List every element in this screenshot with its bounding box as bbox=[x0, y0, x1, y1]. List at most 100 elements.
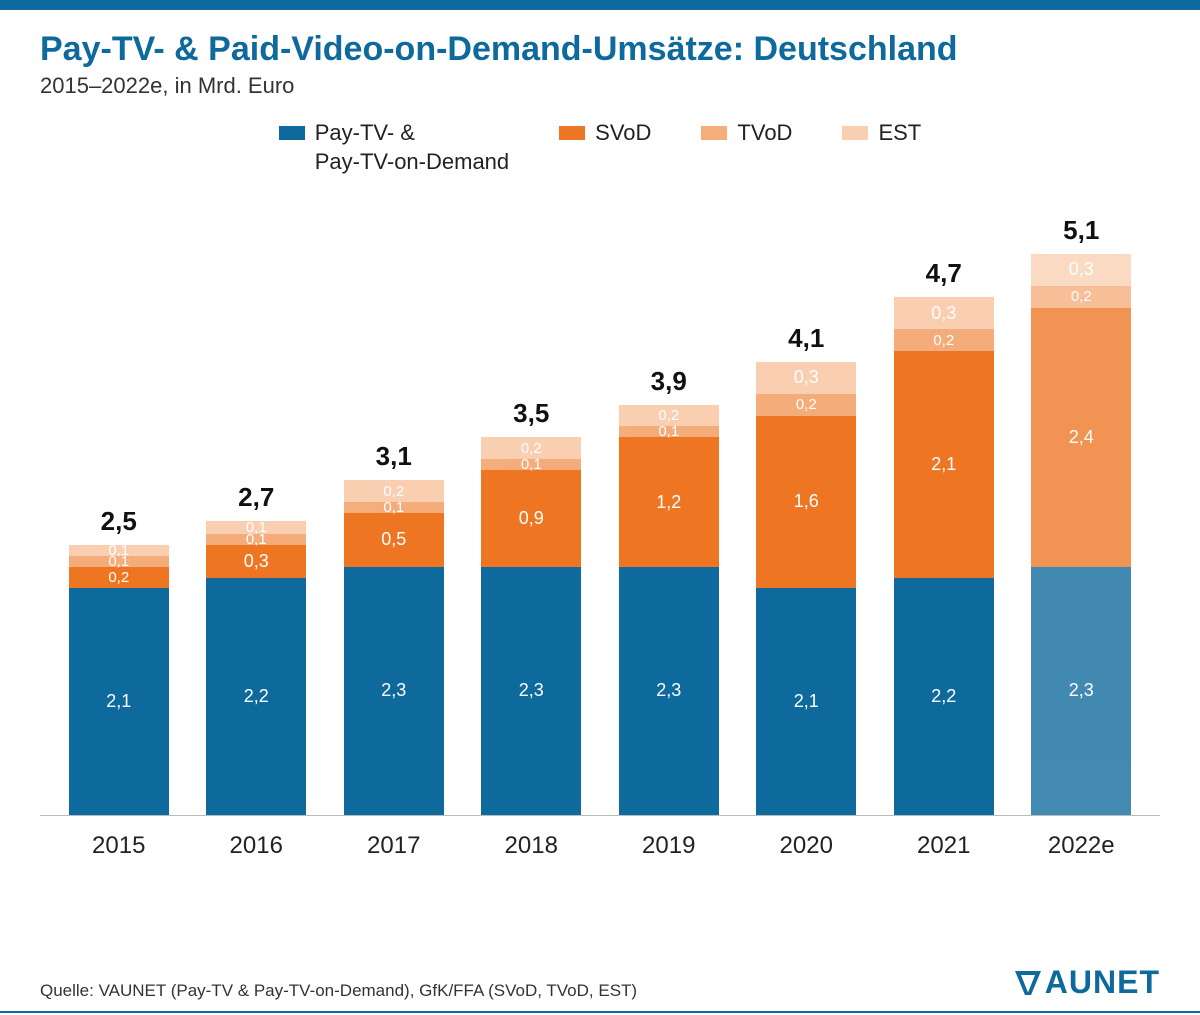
bar-segment-svod: 0,3 bbox=[206, 545, 306, 577]
segment-value-label: 2,3 bbox=[381, 680, 406, 701]
segment-value-label: 0,2 bbox=[933, 333, 954, 348]
segment-value-label: 0,1 bbox=[108, 543, 129, 558]
segment-value-label: 0,3 bbox=[794, 367, 819, 388]
x-axis-tick: 2020 bbox=[751, 832, 861, 860]
chart-container: Pay-TV- & Paid-Video-on-Demand-Umsätze: … bbox=[0, 10, 1200, 870]
bar-group: 4,12,11,60,20,3 bbox=[751, 323, 861, 816]
bar-segment-svod: 0,2 bbox=[69, 567, 169, 589]
bar-segment-est: 0,2 bbox=[619, 405, 719, 427]
segment-value-label: 2,1 bbox=[106, 691, 131, 712]
bar-segment-svod: 2,1 bbox=[894, 351, 994, 578]
logo-v-icon bbox=[1013, 969, 1043, 997]
bar-segment-pay_tv: 2,2 bbox=[894, 578, 994, 816]
bar-group: 2,52,10,20,10,1 bbox=[64, 506, 174, 815]
bar-total-label: 2,5 bbox=[101, 506, 137, 537]
bar-segment-pay_tv: 2,2 bbox=[206, 578, 306, 816]
bar-total-label: 5,1 bbox=[1063, 215, 1099, 246]
x-axis-tick: 2022e bbox=[1026, 832, 1136, 860]
segment-value-label: 0,2 bbox=[658, 408, 679, 423]
x-axis-tick: 2018 bbox=[476, 832, 586, 860]
bar-stack: 2,3 0,9 0,1 0,2 bbox=[481, 437, 581, 815]
bar-group: 4,7 2,2 2,1 0,2 0,3 bbox=[889, 258, 999, 815]
segment-value-label: 2,2 bbox=[931, 686, 956, 707]
brand-logo: AUNET bbox=[1013, 964, 1160, 1001]
segment-value-label: 0,1 bbox=[246, 520, 267, 535]
bar-total-label: 2,7 bbox=[238, 482, 274, 513]
x-axis-tick: 2015 bbox=[64, 832, 174, 860]
bar-stack: 2,2 2,1 0,2 0,3 bbox=[894, 297, 994, 815]
segment-value-label: 0,1 bbox=[383, 500, 404, 515]
segment-value-label: 1,2 bbox=[656, 492, 681, 513]
bar-total-label: 3,5 bbox=[513, 398, 549, 429]
segment-value-label: 2,3 bbox=[1069, 680, 1094, 701]
legend-label: EST bbox=[878, 119, 921, 148]
bar-stack: 2,3 1,2 0,10,2 bbox=[619, 405, 719, 815]
segment-value-label: 0,2 bbox=[1071, 289, 1092, 304]
segment-value-label: 0,3 bbox=[1069, 259, 1094, 280]
logo-text: AUNET bbox=[1045, 964, 1160, 1001]
segment-value-label: 0,3 bbox=[931, 303, 956, 324]
legend-label: TVoD bbox=[737, 119, 792, 148]
x-axis-tick: 2016 bbox=[201, 832, 311, 860]
segment-value-label: 2,3 bbox=[656, 680, 681, 701]
bar-segment-tvod: 0,1 bbox=[344, 502, 444, 513]
segment-value-label: 0,9 bbox=[519, 508, 544, 529]
segment-value-label: 0,1 bbox=[658, 424, 679, 439]
bar-segment-est: 0,3 bbox=[756, 362, 856, 394]
bottom-accent-rule bbox=[0, 1011, 1200, 1013]
x-axis-tick: 2019 bbox=[614, 832, 724, 860]
segment-value-label: 0,2 bbox=[383, 484, 404, 499]
legend-label: SVoD bbox=[595, 119, 651, 148]
footer: Quelle: VAUNET (Pay-TV & Pay-TV-on-Deman… bbox=[40, 964, 1160, 1001]
bar-total-label: 4,7 bbox=[926, 258, 962, 289]
legend-item: EST bbox=[842, 119, 921, 148]
bar-segment-svod: 0,9 bbox=[481, 470, 581, 567]
segment-value-label: 0,3 bbox=[244, 551, 269, 572]
bar-total-label: 4,1 bbox=[788, 323, 824, 354]
bar-segment-pay_tv: 2,3 bbox=[481, 567, 581, 815]
page-title: Pay-TV- & Paid-Video-on-Demand-Umsätze: … bbox=[40, 30, 1160, 69]
bar-segment-tvod: 0,1 bbox=[206, 534, 306, 545]
bar-group: 5,1 2,3 2,4 0,2 0,3 bbox=[1026, 215, 1136, 816]
bar-segment-est: 0,1 bbox=[69, 545, 169, 556]
bar-stack: 2,3 2,4 0,2 0,3 bbox=[1031, 254, 1131, 816]
segment-value-label: 2,1 bbox=[794, 691, 819, 712]
bar-total-label: 3,1 bbox=[376, 441, 412, 472]
bar-segment-svod: 2,4 bbox=[1031, 308, 1131, 567]
bar-segment-tvod: 0,2 bbox=[1031, 286, 1131, 308]
x-axis: 2015 2016 2017 2018 2019 2020 2021 2022e bbox=[40, 816, 1160, 860]
bar-segment-tvod: 0,1 bbox=[481, 459, 581, 470]
bar-segment-tvod: 0,2 bbox=[894, 329, 994, 351]
x-axis-tick: 2017 bbox=[339, 832, 449, 860]
bar-segment-est: 0,2 bbox=[481, 437, 581, 459]
bar-segment-est: 0,2 bbox=[344, 480, 444, 502]
bar-stack: 2,2 0,3 0,10,1 bbox=[206, 521, 306, 815]
segment-value-label: 2,2 bbox=[244, 686, 269, 707]
bar-segment-pay_tv: 2,3 bbox=[619, 567, 719, 815]
bar-stack: 2,11,60,20,3 bbox=[756, 362, 856, 816]
bar-segment-svod: 0,5 bbox=[344, 513, 444, 567]
legend-swatch bbox=[279, 126, 305, 140]
legend-label: Pay-TV- &Pay-TV-on-Demand bbox=[315, 119, 509, 176]
bar-segment-tvod: 0,1 bbox=[619, 426, 719, 437]
x-axis-tick: 2021 bbox=[889, 832, 999, 860]
legend-item: SVoD bbox=[559, 119, 651, 148]
bar-segment-tvod: 0,2 bbox=[756, 394, 856, 416]
legend-swatch bbox=[842, 126, 868, 140]
bar-segment-svod: 1,2 bbox=[619, 437, 719, 567]
bar-segment-pay_tv: 2,3 bbox=[344, 567, 444, 815]
bar-segment-est: 0,1 bbox=[206, 521, 306, 534]
top-accent-bar bbox=[0, 0, 1200, 10]
bar-group: 3,5 2,3 0,9 0,1 0,2 bbox=[476, 398, 586, 815]
segment-value-label: 2,1 bbox=[931, 454, 956, 475]
subtitle: 2015–2022e, in Mrd. Euro bbox=[40, 73, 1160, 99]
segment-value-label: 0,2 bbox=[108, 570, 129, 585]
legend-item: Pay-TV- &Pay-TV-on-Demand bbox=[279, 119, 509, 176]
legend: Pay-TV- &Pay-TV-on-Demand SVoD TVoD EST bbox=[40, 119, 1160, 176]
segment-value-label: 2,4 bbox=[1069, 427, 1094, 448]
segment-value-label: 0,2 bbox=[521, 441, 542, 456]
bar-stack: 2,3 0,50,10,2 bbox=[344, 480, 444, 815]
bar-stack: 2,10,20,10,1 bbox=[69, 545, 169, 815]
legend-item: TVoD bbox=[701, 119, 792, 148]
bar-total-label: 3,9 bbox=[651, 366, 687, 397]
